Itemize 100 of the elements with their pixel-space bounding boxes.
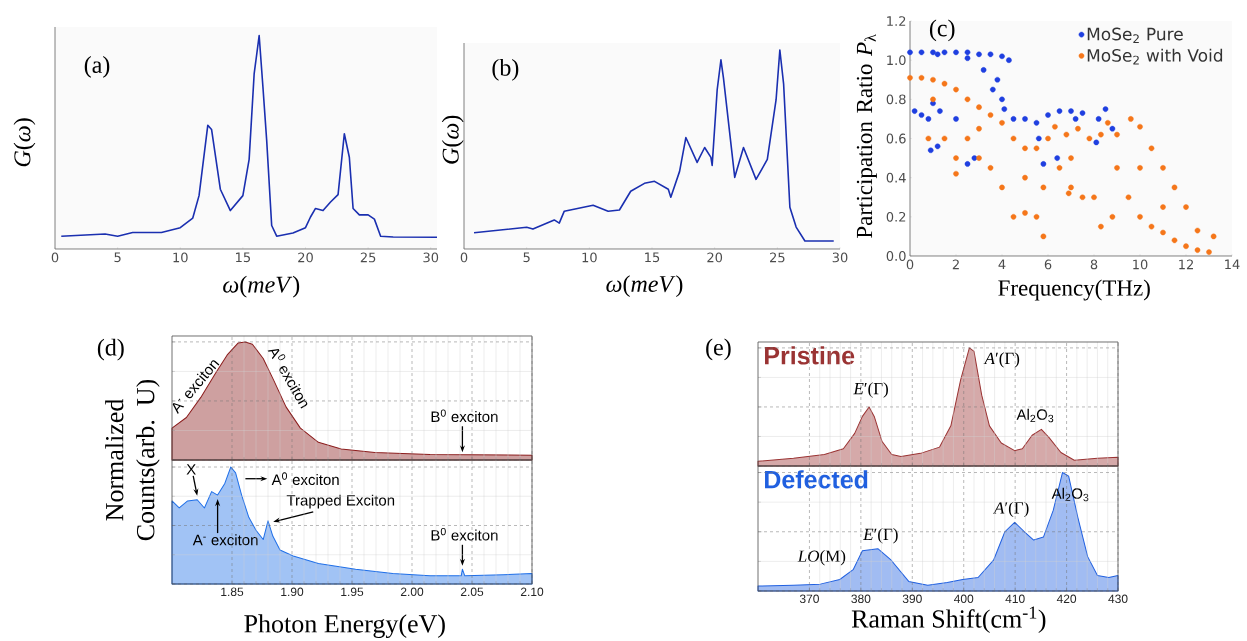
x-axis-title: Photon Energy(eV) [244, 614, 445, 638]
x-tick-label: 370 [799, 594, 819, 604]
point [911, 108, 918, 114]
point [999, 53, 1005, 60]
legend-label: MoSe$_{2}$ with Void [1087, 48, 1223, 65]
x-tick-label: 1.90 [281, 587, 304, 597]
point [907, 49, 913, 56]
y-tick-label: 0.8 [886, 94, 906, 105]
point [925, 116, 932, 122]
annotation: LO(M) [797, 549, 846, 566]
point [927, 147, 934, 154]
annotation: A$^{0}$ exciton [271, 472, 339, 486]
annotation: E′(Γ) [863, 528, 898, 544]
x-tick-label: 6 [1044, 259, 1052, 270]
point [1095, 116, 1102, 122]
x-tick-label: 12 [1179, 259, 1193, 270]
y-tick-label: 1.2 [887, 16, 906, 26]
point [994, 76, 1001, 83]
point [1093, 139, 1100, 146]
x-tick-label: 2.00 [400, 587, 424, 597]
x-tick-label: 420 [1056, 594, 1077, 604]
point [941, 49, 948, 56]
point [918, 49, 925, 56]
annotation: A′(Γ) [983, 352, 1020, 368]
x-tick-label: 30 [423, 252, 439, 263]
point [964, 161, 971, 167]
point [1010, 116, 1017, 122]
x-axis-title: Raman Shift(cm$^{-1}$) [851, 606, 1046, 634]
text: Defected [765, 470, 868, 489]
point [964, 55, 971, 61]
x-tick-label: 380 [851, 594, 871, 604]
point [1056, 108, 1063, 114]
x-tick-label: 4 [998, 259, 1006, 270]
point [1036, 135, 1042, 142]
point [1040, 161, 1047, 167]
y-axis-title: Participation Ratio P$_{λ}$ [856, 34, 877, 239]
point [1109, 125, 1116, 132]
point [1072, 116, 1079, 122]
annotation: X [186, 464, 196, 475]
text: (a) [84, 56, 110, 78]
point [980, 67, 987, 73]
y-axis-title: G(ω) [13, 118, 36, 167]
annotation: B$^{0}$ exciton [431, 527, 498, 541]
x-tick-label: 30 [832, 252, 848, 263]
x-axis-title: ω(meV) [606, 275, 683, 297]
point [1022, 116, 1028, 122]
point [953, 116, 959, 122]
annotation: A′(Γ) [993, 501, 1029, 518]
annotation: E′(Γ) [853, 382, 888, 398]
y-tick-label: 1.0 [887, 55, 906, 66]
x-tick-label: 2.10 [520, 587, 544, 597]
x-tick-label: 5 [114, 252, 121, 263]
point [987, 51, 994, 58]
point [1102, 106, 1109, 112]
y-axis-title: Normalized Counts(arb. U) [105, 379, 160, 541]
annotation: B$^{0}$ exciton [431, 409, 498, 423]
point [990, 86, 996, 93]
x-tick-label: 5 [523, 252, 530, 263]
chart-title: (c) [929, 19, 955, 42]
y-tick-label: 0.0 [886, 251, 906, 261]
point [934, 51, 941, 58]
point [1033, 120, 1040, 126]
point [934, 143, 941, 150]
x-tick-label: 10 [173, 252, 188, 263]
y-tick-label: 0.6 [886, 133, 906, 144]
x-tick-label: 25 [770, 252, 785, 263]
x-tick-label: 0 [51, 252, 59, 263]
x-tick-label: 1.95 [341, 587, 364, 597]
annotation: A$^{-}$ exciton [192, 534, 258, 546]
y-axis-title: G(ω) [441, 115, 464, 164]
x-tick-label: 20 [707, 252, 723, 263]
point [1068, 108, 1074, 114]
chart-title: (e) [706, 338, 731, 361]
point [953, 49, 959, 56]
point [964, 49, 971, 56]
x-tick-label: 20 [298, 252, 313, 263]
x-tick-label: 10 [582, 252, 597, 263]
annotation: Al$_{2}$O$_{3}$ [1051, 487, 1089, 502]
y-tick-label: 0.2 [886, 211, 906, 222]
point [1079, 110, 1086, 116]
point [1006, 57, 1012, 63]
x-tick-label: 8 [1090, 259, 1098, 270]
x-tick-label: 2.05 [460, 587, 484, 597]
point [918, 112, 925, 118]
x-tick-label: 10 [1133, 259, 1148, 270]
annotation: Trapped Exciton [286, 494, 395, 509]
point [1001, 106, 1008, 112]
y-tick-label: 0.4 [886, 172, 906, 183]
x-tick-label: 15 [645, 252, 660, 263]
x-tick-label: 0 [906, 259, 914, 270]
point [930, 49, 936, 56]
x-tick-label: 400 [953, 594, 974, 604]
chart-title: (d) [97, 338, 124, 361]
x-tick-label: 0 [460, 252, 468, 263]
series-label: Pristine [765, 346, 855, 365]
point [1045, 112, 1051, 118]
x-axis-title: ω(meV) [223, 275, 300, 298]
x-tick-label: 410 [1005, 594, 1025, 604]
legend-label: MoSe$_{2}$ Pure [1087, 27, 1183, 44]
point [1054, 155, 1061, 161]
